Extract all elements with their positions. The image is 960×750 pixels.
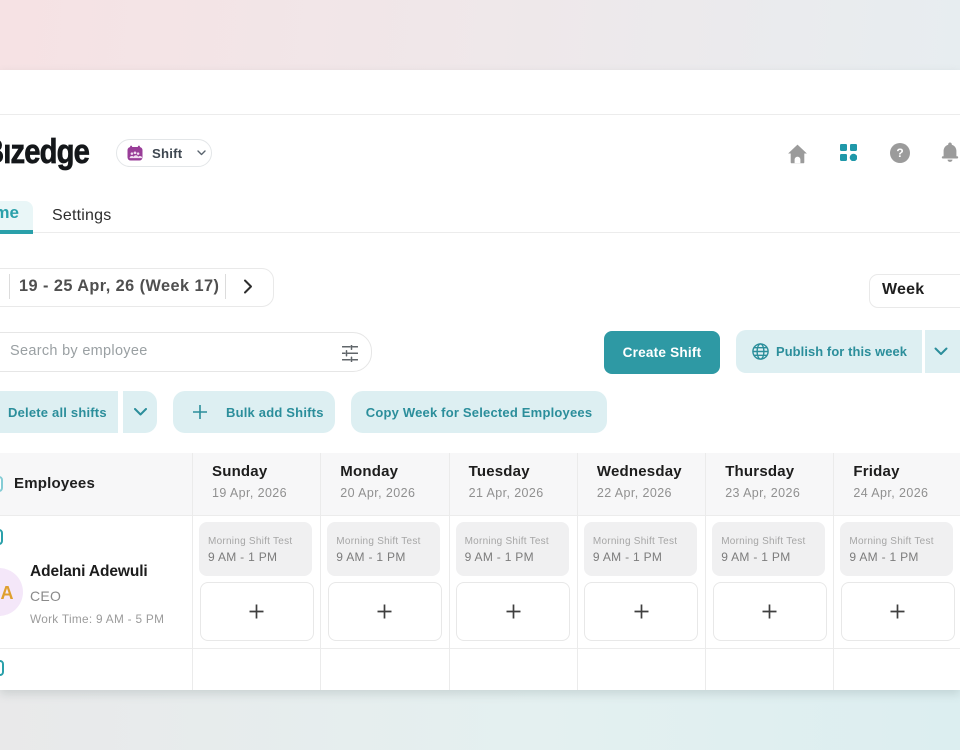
svg-text:?: ? [896,146,903,160]
